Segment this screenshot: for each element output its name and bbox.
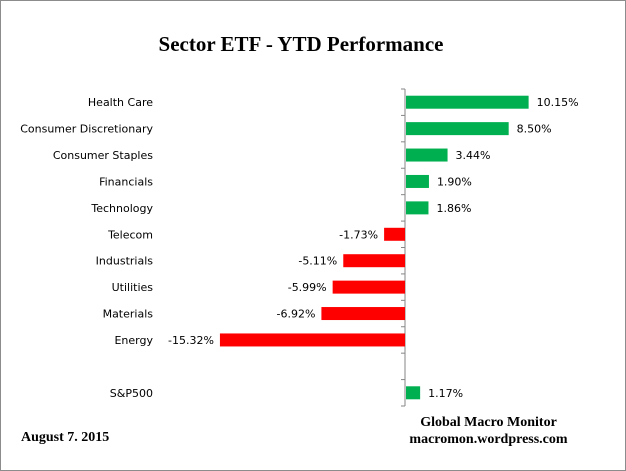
bar-materials xyxy=(321,307,405,321)
bar-financials xyxy=(406,174,429,188)
data-label: 1.86% xyxy=(436,202,471,215)
category-label: Financials xyxy=(99,175,153,188)
category-label: Materials xyxy=(103,308,154,321)
category-label: Energy xyxy=(114,334,153,347)
data-label: 1.17% xyxy=(428,387,463,400)
data-label: 8.50% xyxy=(517,123,552,136)
data-label: 1.90% xyxy=(437,175,472,188)
category-label: S&P500 xyxy=(110,387,153,400)
data-label: -1.73% xyxy=(339,228,378,241)
bar-energy xyxy=(219,333,405,347)
bar-health-care xyxy=(406,95,529,109)
category-label: Consumer Discretionary xyxy=(20,123,153,136)
category-label: Telecom xyxy=(107,228,153,241)
bar-technology xyxy=(406,201,429,215)
bar-telecom xyxy=(384,227,405,241)
bar-consumer-staples xyxy=(406,148,448,162)
category-label: Health Care xyxy=(88,96,153,109)
category-label: Consumer Staples xyxy=(53,149,153,162)
bar-industrials xyxy=(343,254,405,268)
data-label: -6.92% xyxy=(276,308,315,321)
chart-title: Sector ETF - YTD Performance xyxy=(158,32,444,56)
credit: Global Macro Monitor macromon.wordpress.… xyxy=(381,414,596,448)
credit-name: Global Macro Monitor xyxy=(420,415,557,430)
bar-consumer-discretionary xyxy=(406,122,509,136)
category-label: Industrials xyxy=(96,255,154,268)
data-label: -15.32% xyxy=(168,334,214,347)
credit-url: macromon.wordpress.com xyxy=(409,432,568,447)
date-label: August 7. 2015 xyxy=(21,430,110,445)
bar-s-p500 xyxy=(406,386,421,400)
data-label: -5.99% xyxy=(288,281,327,294)
category-label: Technology xyxy=(90,202,153,215)
bar-utilities xyxy=(332,280,405,294)
data-label: 10.15% xyxy=(537,96,579,109)
category-label: Utilities xyxy=(112,281,154,294)
data-label: -5.11% xyxy=(298,255,337,268)
data-label: 3.44% xyxy=(456,149,491,162)
